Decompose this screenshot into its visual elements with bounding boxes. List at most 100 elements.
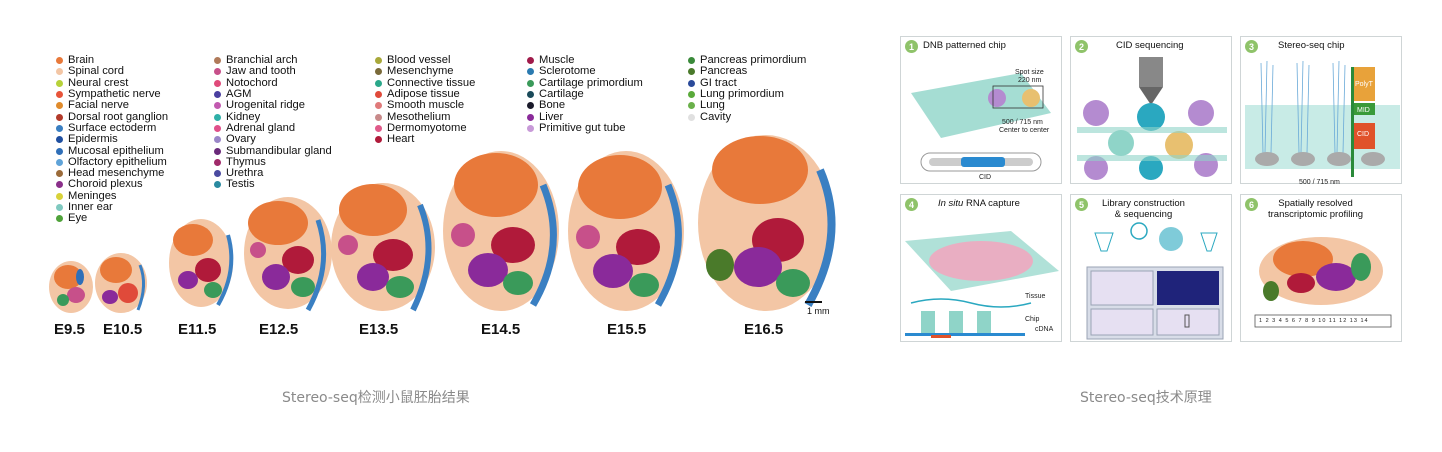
panel-number: 5 [1075, 198, 1088, 211]
legend-column-5: Pancreas primordium Pancreas GI tract Lung … [688, 55, 806, 123]
cid-label: CID [979, 174, 992, 181]
legend-item: Cartilage primordium [527, 77, 643, 89]
legend-item: Pancreas [688, 66, 806, 77]
embryo-e16-5 [698, 135, 836, 311]
sequencer-illustration [1086, 222, 1224, 340]
legend-color-dot [375, 136, 382, 144]
panel-number: 4 [905, 198, 918, 211]
stage-label: E12.5 [259, 321, 299, 338]
legend-label: Neural crest [68, 76, 129, 89]
legend-label: Head mesenchyme [68, 167, 165, 180]
legend-item: Spinal cord [56, 66, 168, 77]
stage-label: E16.5 [744, 321, 784, 338]
spacing-note: Center to center [999, 127, 1050, 134]
legend-label: Ovary [226, 133, 256, 146]
legend-label: Muscle [539, 54, 575, 67]
panel-title-line1: Library construction [1102, 198, 1185, 209]
legend-column-4: Muscle Sclerotome Cartilage primordium Cart… [527, 55, 643, 134]
legend-color-dot [375, 113, 382, 121]
panel-cid-sequencing: 2 CID sequencing [1070, 36, 1232, 184]
legend-item: Lung primordium [688, 88, 806, 101]
stage-label: E14.5 [481, 321, 521, 338]
legend-item: Liver [527, 111, 643, 122]
mid-label: MID [1357, 107, 1370, 114]
legend-item: Inner ear [56, 201, 168, 213]
legend-label: Kidney [226, 110, 261, 123]
panel-number: 3 [1245, 40, 1258, 53]
legend-label: Urethra [226, 167, 264, 180]
panel-number: 6 [1245, 198, 1258, 211]
legend-color-dot [56, 57, 63, 65]
legend-color-dot [375, 79, 382, 87]
stage-label: E13.5 [359, 321, 399, 338]
legend-label: Inner ear [68, 201, 113, 213]
embryo-e11-5 [169, 219, 234, 307]
embryo-sections-illustration [49, 135, 836, 313]
legend-column-3: Blood vessel Mesenchyme Connective tissue A… [375, 55, 475, 145]
legend-color-dot [527, 124, 534, 132]
legend-color-dot [375, 91, 382, 99]
legend-color-dot [56, 181, 63, 189]
legend-item: Brain [56, 55, 168, 66]
legend-item: Adrenal gland [214, 121, 332, 134]
legend-label: Pancreas [700, 65, 748, 78]
legend-color-dot [688, 113, 695, 121]
legend-label: Jaw and tooth [226, 65, 296, 78]
legend-item: Connective tissue [375, 77, 475, 89]
legend-item: Sclerotome [527, 66, 643, 77]
legend-column-2: Branchial arch Jaw and tooth Notochord AGM U… [214, 55, 332, 191]
embryo-e14-5 [443, 151, 559, 311]
chip-label: Chip [1025, 316, 1040, 323]
legend-item: Mucosal epithelium [56, 145, 168, 156]
legend-label: Branchial arch [226, 54, 298, 67]
legend-color-dot [527, 91, 534, 99]
legend-item: Facial nerve [56, 100, 168, 111]
embryo-e13-5 [331, 183, 435, 312]
legend-item: Mesenchyme [375, 66, 475, 77]
legend-label: Olfactory epithelium [68, 155, 167, 168]
panel-title-rest: RNA capture [963, 198, 1020, 209]
cid-sequencing-illustration [1077, 57, 1227, 180]
panel-title: Stereo-seq chip [1278, 40, 1345, 51]
legend-item: Head mesenchyme [56, 168, 168, 179]
legend-color-dot [214, 102, 221, 110]
legend-label: Epidermis [68, 133, 118, 146]
legend-color-dot [56, 79, 63, 87]
legend-color-dot [375, 57, 382, 65]
legend-item: Sympathetic nerve [56, 88, 168, 100]
legend-color-dot [527, 68, 534, 76]
legend-color-dot [688, 79, 695, 87]
legend-column-1: Brain Spinal cord Neural crest Sympathetic … [56, 55, 168, 224]
spot-size-label: Spot size [1015, 69, 1044, 76]
legend-item: Testis [214, 179, 332, 190]
legend-color-dot [214, 136, 221, 144]
legend-color-dot [214, 91, 221, 99]
legend-label: Lung primordium [700, 88, 784, 101]
legend-color-dot [56, 170, 63, 178]
stage-label: E15.5 [607, 321, 647, 338]
legend-label: Adrenal gland [226, 121, 296, 134]
spot-size-value: 220 nm [1018, 77, 1042, 84]
panel-number: 1 [905, 40, 918, 53]
legend-color-dot [56, 158, 63, 166]
stage-label: E11.5 [178, 321, 217, 338]
spacing-label: 500 / 715 nm [1299, 179, 1340, 186]
legend-item: Ovary [214, 134, 332, 145]
legend-item: Olfactory epithelium [56, 155, 168, 168]
panel-in-situ-rna-capture: 4 In situ RNA capture Tissue Chip cDNA [900, 194, 1062, 342]
legend-item: Kidney [214, 111, 332, 122]
panel-title: Library construction & sequencing [1102, 198, 1185, 220]
embryo-e15-5 [568, 151, 684, 311]
legend-color-dot [688, 91, 695, 99]
legend-color-dot [375, 102, 382, 110]
legend-color-dot [56, 204, 63, 211]
ruler-ticks: 1 2 3 4 5 6 7 8 9 10 11 12 13 14 [1259, 318, 1369, 324]
legend-label: Urogenital ridge [226, 99, 305, 112]
embryo-e10-5 [95, 253, 147, 313]
rna-capture-illustration [905, 231, 1059, 338]
legend-item: Pancreas primordium [688, 55, 806, 66]
legend-item: Jaw and tooth [214, 66, 332, 77]
embryo-e12-5 [244, 197, 332, 312]
legend-item: Cavity [688, 111, 806, 122]
legend-label: Surface ectoderm [68, 121, 157, 134]
